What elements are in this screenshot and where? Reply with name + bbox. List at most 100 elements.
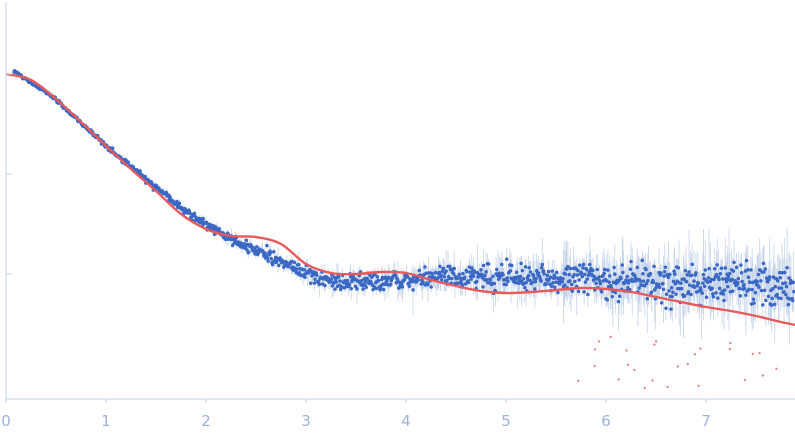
data-point: [509, 263, 514, 268]
data-point: [583, 272, 587, 277]
data-point: [448, 264, 452, 269]
data-point: [692, 285, 697, 289]
data-point: [297, 270, 302, 275]
data-point: [423, 265, 427, 269]
data-point: [637, 286, 641, 290]
data-point: [652, 264, 656, 269]
data-point: [499, 262, 504, 267]
data-point: [519, 261, 523, 266]
data-point: [712, 266, 717, 271]
outlier-point: [666, 385, 669, 389]
data-point: [566, 264, 570, 269]
data-point: [607, 280, 611, 285]
data-point: [722, 298, 726, 303]
data-point: [750, 287, 754, 292]
data-point: [701, 272, 706, 277]
data-point: [764, 298, 768, 303]
data-point: [613, 290, 618, 295]
data-point: [567, 272, 571, 277]
data-point: [692, 279, 696, 283]
data-point: [724, 277, 728, 281]
data-point: [730, 277, 734, 282]
data-point: [411, 288, 415, 292]
data-point: [177, 201, 182, 206]
data-point: [323, 283, 327, 288]
data-point: [338, 279, 342, 283]
data-point: [733, 278, 738, 283]
data-point: [667, 289, 671, 293]
outlier-point: [676, 365, 679, 368]
data-point: [266, 259, 270, 263]
data-point: [612, 265, 616, 270]
data-point: [595, 267, 600, 272]
data-point: [672, 272, 677, 276]
data-point: [722, 288, 727, 292]
data-point: [539, 279, 543, 283]
data-point: [711, 294, 716, 299]
data-point: [656, 282, 661, 287]
data-point: [616, 299, 621, 304]
data-point: [633, 273, 637, 278]
outlier-point: [686, 362, 689, 366]
data-point: [560, 280, 565, 284]
data-point: [689, 273, 694, 278]
outlier-point: [697, 384, 700, 388]
data-point: [523, 265, 528, 269]
data-point: [662, 274, 666, 278]
data-point: [719, 266, 724, 271]
data-point: [606, 268, 610, 272]
data-point: [651, 280, 656, 284]
data-point: [682, 277, 686, 281]
data-point: [526, 273, 531, 278]
data-point: [670, 294, 674, 299]
data-point: [481, 285, 485, 289]
data-point: [714, 272, 719, 277]
data-point: [442, 274, 447, 279]
data-point: [492, 281, 496, 286]
data-point: [376, 278, 381, 283]
data-point: [545, 273, 550, 278]
data-point: [364, 285, 368, 289]
data-point: [438, 264, 442, 269]
x-tick-label: 5: [501, 412, 511, 430]
data-point: [739, 270, 744, 275]
data-point: [779, 286, 784, 290]
data-point: [751, 297, 756, 302]
data-point: [644, 281, 649, 286]
data-point: [439, 273, 443, 277]
data-point: [247, 250, 251, 254]
data-point: [530, 280, 535, 285]
data-point: [791, 280, 795, 285]
data-point: [779, 296, 783, 301]
data-point: [466, 280, 471, 285]
data-point: [217, 227, 222, 231]
data-point: [742, 286, 747, 291]
data-point: [317, 279, 321, 283]
data-point: [528, 270, 533, 274]
data-point: [638, 279, 643, 283]
data-point: [669, 285, 674, 290]
data-point: [770, 296, 774, 301]
data-point: [523, 285, 527, 290]
x-tick-label: 7: [701, 412, 711, 430]
data-point: [597, 275, 601, 279]
data-point: [365, 277, 370, 281]
data-point: [556, 290, 560, 295]
data-point: [686, 290, 691, 294]
data-point: [297, 262, 301, 267]
data-point: [594, 281, 598, 285]
data-point: [767, 275, 772, 279]
data-point: [641, 279, 646, 283]
data-point: [642, 284, 647, 288]
data-point: [550, 269, 555, 273]
data-point: [682, 294, 687, 298]
data-point: [639, 283, 644, 288]
data-point: [437, 270, 442, 275]
data-point: [586, 292, 590, 297]
outlier-point: [699, 347, 702, 350]
data-point: [561, 276, 565, 281]
error-bars-layer: [13, 70, 795, 345]
data-point: [645, 296, 649, 301]
data-point: [613, 272, 617, 276]
outlier-point: [775, 367, 778, 371]
